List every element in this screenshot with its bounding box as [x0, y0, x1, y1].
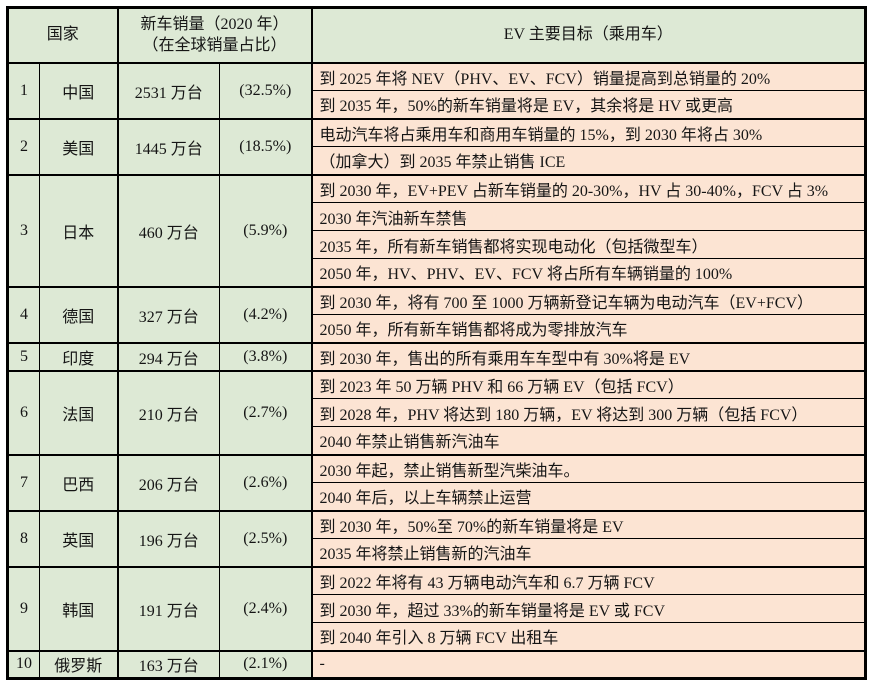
rank-cell: 10	[7, 649, 40, 679]
country-cell: 印度	[38, 341, 119, 371]
target-cell: 到 2030 年，将有 700 至 1000 万辆新登记车辆为电动汽车（EV+F…	[310, 285, 867, 315]
share-cell: (2.7%)	[219, 369, 313, 455]
sales-cell: 206 万台	[116, 453, 221, 511]
rank-cell: 7	[7, 453, 40, 511]
target-cell: 到 2023 年 50 万辆 PHV 和 66 万辆 EV（包括 FCV）	[310, 369, 867, 399]
table-row: 2040 年禁止销售新汽油车	[8, 426, 867, 455]
rank-cell: 4	[7, 285, 40, 343]
share-cell: (3.8%)	[219, 341, 313, 371]
table-header-row: 国家 新车销量（2020 年） （在全球销量占比） EV 主要目标（乘用车）	[6, 7, 867, 64]
country-cell: 韩国	[38, 565, 119, 651]
country-cell: 法国	[38, 369, 119, 455]
table-row: 到 2030 年，超过 33%的新车销量将是 EV 或 FCV	[8, 594, 867, 623]
country-cell: 日本	[38, 173, 119, 287]
table-row: 1 中国 2531 万台 (32.5%) 到 2025 年将 NEV（PHV、E…	[7, 61, 867, 119]
ev-targets-table: 国家 新车销量（2020 年） （在全球销量占比） EV 主要目标（乘用车） 1…	[6, 6, 868, 680]
target-cell: 到 2035 年，50%的新车销量将是 EV，其余将是 HV 或更高	[310, 90, 867, 119]
target-cell: 到 2028 年，PHV 将达到 180 万辆，EV 将达到 300 万辆（包括…	[310, 398, 867, 427]
table-row: 9 韩国 191 万台 (2.4%) 到 2022 年将有 43 万辆电动汽车和…	[7, 565, 867, 651]
target-cell: 2040 年后，以上车辆禁止运营	[310, 482, 867, 511]
sales-cell: 196 万台	[116, 509, 221, 567]
share-cell: (5.9%)	[219, 173, 313, 287]
target-cell: 2030 年汽油新车禁售	[310, 202, 867, 231]
target-cell: （加拿大）到 2035 年禁止销售 ICE	[310, 146, 867, 175]
target-cell: 到 2022 年将有 43 万辆电动汽车和 6.7 万辆 FCV	[310, 565, 867, 595]
table-row: 8 英国 196 万台 (2.5%) 到 2030 年，50%至 70%的新车销…	[7, 509, 867, 567]
country-cell: 英国	[38, 509, 119, 567]
table-row: 5 印度 294 万台 (3.8%) 到 2030 年，售出的所有乘用车车型中有…	[7, 341, 867, 371]
rank-cell: 3	[7, 173, 40, 287]
rank-cell: 2	[7, 117, 40, 175]
sales-cell: 2531 万台	[116, 61, 221, 119]
target-cell: 到 2030 年，超过 33%的新车销量将是 EV 或 FCV	[310, 594, 867, 623]
rank-cell: 9	[7, 565, 40, 651]
target-cell: 2050 年，HV、PHV、EV、FCV 将占所有车辆销量的 100%	[310, 258, 867, 287]
target-cell: 2050 年，所有新车销售都将成为零排放汽车	[310, 314, 867, 343]
share-cell: (2.5%)	[219, 509, 313, 567]
share-cell: (4.2%)	[219, 285, 313, 343]
sales-cell: 460 万台	[116, 173, 221, 287]
country-cell: 巴西	[38, 453, 119, 511]
country-cell: 美国	[38, 117, 119, 175]
table-row: 10 俄罗斯 163 万台 (2.1%) -	[7, 649, 867, 679]
table-row: 2050 年，HV、PHV、EV、FCV 将占所有车辆销量的 100%	[8, 258, 867, 287]
rank-cell: 5	[7, 341, 40, 371]
target-cell: 电动汽车将占乘用车和商用车销量的 15%，到 2030 年将占 30%	[310, 117, 867, 147]
table-row: 2040 年后，以上车辆禁止运营	[8, 482, 867, 511]
sales-cell: 1445 万台	[116, 117, 221, 175]
table-row: 7 巴西 206 万台 (2.6%) 2030 年起，禁止销售新型汽柴油车。	[7, 453, 867, 511]
table-row: 6 法国 210 万台 (2.7%) 到 2023 年 50 万辆 PHV 和 …	[7, 369, 867, 455]
sales-cell: 327 万台	[116, 285, 221, 343]
header-country: 国家	[6, 7, 119, 64]
target-cell: 2035 年将禁止销售新的汽油车	[310, 538, 867, 567]
sales-cell: 210 万台	[116, 369, 221, 455]
header-sales: 新车销量（2020 年） （在全球销量占比）	[116, 7, 313, 64]
header-sales-line2: （在全球销量占比）	[142, 37, 287, 55]
rank-cell: 8	[7, 509, 40, 567]
target-cell: 到 2030 年，售出的所有乘用车车型中有 30%将是 EV	[310, 341, 867, 371]
country-cell: 俄罗斯	[38, 649, 119, 679]
rank-cell: 1	[7, 61, 40, 119]
target-cell: 到 2030 年，EV+PEV 占新车销量的 20-30%，HV 占 30-40…	[310, 173, 867, 203]
table-row: 4 德国 327 万台 (4.2%) 到 2030 年，将有 700 至 100…	[7, 285, 867, 343]
sales-cell: 163 万台	[116, 649, 221, 679]
country-cell: 德国	[38, 285, 119, 343]
share-cell: (2.1%)	[219, 649, 313, 679]
table-row: 到 2028 年，PHV 将达到 180 万辆，EV 将达到 300 万辆（包括…	[8, 398, 867, 427]
target-cell: 到 2025 年将 NEV（PHV、EV、FCV）销量提高到总销量的 20%	[310, 61, 867, 91]
table-row: 3 日本 460 万台 (5.9%) 到 2030 年，EV+PEV 占新车销量…	[7, 173, 867, 287]
sales-cell: 191 万台	[116, 565, 221, 651]
rank-cell: 6	[7, 369, 40, 455]
table-row: 2035 年，所有新车销售都将实现电动化（包括微型车）	[8, 230, 867, 259]
country-cell: 中国	[38, 61, 119, 119]
share-cell: (18.5%)	[219, 117, 313, 175]
table-row: （加拿大）到 2035 年禁止销售 ICE	[8, 146, 867, 175]
target-cell: 到 2040 年引入 8 万辆 FCV 出租车	[310, 622, 867, 651]
table-row: 到 2035 年，50%的新车销量将是 EV，其余将是 HV 或更高	[8, 90, 867, 119]
target-cell: 2035 年，所有新车销售都将实现电动化（包括微型车）	[310, 230, 867, 259]
share-cell: (2.4%)	[219, 565, 313, 651]
table-row: 2 美国 1445 万台 (18.5%) 电动汽车将占乘用车和商用车销量的 15…	[7, 117, 867, 175]
target-cell: 2040 年禁止销售新汽油车	[310, 426, 867, 455]
target-cell: -	[310, 649, 867, 679]
target-cell: 到 2030 年，50%至 70%的新车销量将是 EV	[310, 509, 867, 539]
table-row: 2050 年，所有新车销售都将成为零排放汽车	[8, 314, 867, 343]
table-row: 2035 年将禁止销售新的汽油车	[8, 538, 867, 567]
sales-cell: 294 万台	[116, 341, 221, 371]
header-sales-line1: 新车销量（2020 年）	[140, 15, 289, 33]
share-cell: (2.6%)	[219, 453, 313, 511]
target-cell: 2030 年起，禁止销售新型汽柴油车。	[310, 453, 867, 483]
header-ev-targets: EV 主要目标（乘用车）	[310, 7, 867, 64]
share-cell: (32.5%)	[219, 61, 313, 119]
